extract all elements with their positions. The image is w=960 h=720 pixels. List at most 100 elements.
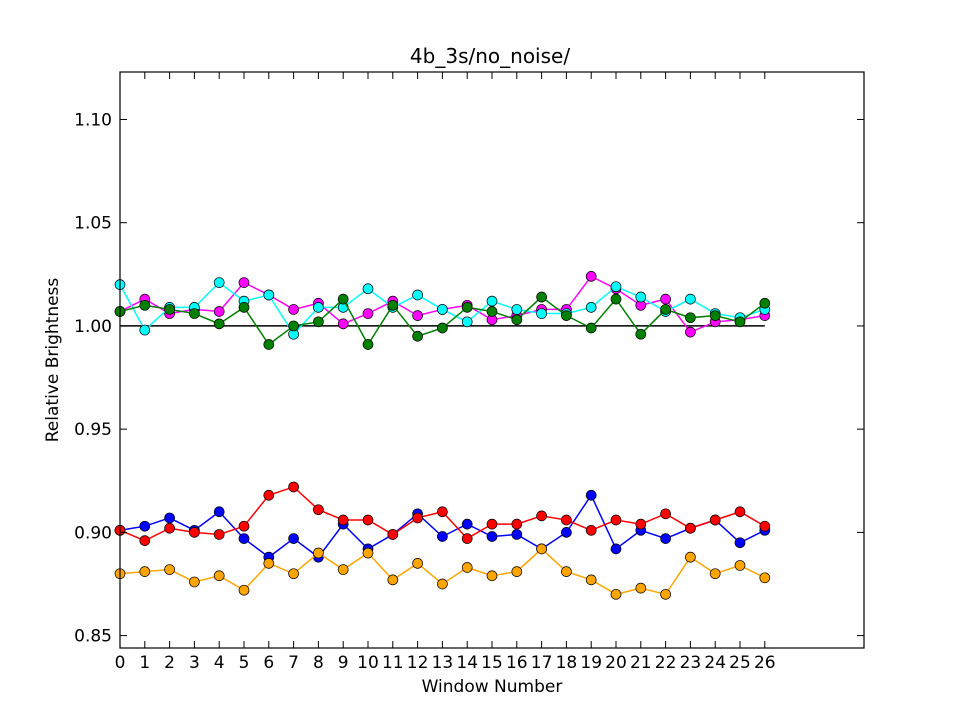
x-tick-label: 23 [680,653,702,673]
data-point [511,518,523,530]
data-point [387,529,399,540]
data-point [635,518,647,530]
data-point [288,481,299,493]
data-point [635,582,647,594]
x-tick-label: 26 [754,653,776,673]
x-tick-label: 3 [189,653,200,673]
x-tick-label: 1 [139,653,150,673]
x-tick-label: 18 [556,653,578,673]
series-4 [114,481,771,546]
data-point [263,289,275,301]
data-point [139,535,151,546]
data-point [288,320,299,332]
data-point [313,316,324,328]
x-tick-label: 2 [164,653,175,673]
x-tick-label: 10 [357,653,379,673]
data-point [412,330,423,342]
x-axis-label: Window Number [422,677,563,697]
data-point [238,302,250,313]
data-point [734,560,746,571]
data-point [164,512,175,524]
data-point [685,551,696,563]
data-point [387,299,399,311]
data-point [139,299,151,311]
data-point [387,574,399,586]
x-tick-label: 8 [313,653,324,673]
x-tick-label: 13 [432,653,454,673]
data-point [189,576,200,588]
data-point [139,566,151,577]
y-tick-label: 1.10 [74,110,112,130]
data-point [362,308,374,319]
x-tick-label: 14 [456,653,478,673]
x-tick-label: 11 [382,653,404,673]
data-point [461,533,473,544]
data-point [759,572,771,584]
data-point [288,304,299,315]
x-tick-label: 5 [239,653,250,673]
data-point [288,533,299,544]
data-point [561,514,572,526]
data-point [511,566,523,577]
data-point [263,339,275,350]
data-point [660,588,671,600]
data-point [337,564,349,575]
plot-area [114,271,771,600]
data-point [610,588,622,600]
y-tick-label: 1.05 [74,214,112,234]
data-point [709,568,721,580]
data-point [536,291,547,303]
data-point [164,522,175,534]
data-point [585,322,597,334]
data-point [709,310,721,321]
x-tick-label: 4 [214,653,225,673]
data-point [536,510,547,522]
data-point [313,302,324,313]
data-point [263,489,275,501]
data-point [437,304,448,315]
x-tick-label: 19 [580,653,602,673]
x-tick-label: 7 [288,653,299,673]
data-point [238,533,250,544]
data-point [585,302,597,313]
data-point [213,318,225,330]
data-point [213,529,225,540]
data-point [139,520,151,532]
data-point [536,543,547,555]
data-point [213,570,225,582]
y-tick-label: 1.00 [74,317,112,337]
data-point [585,574,597,586]
data-point [734,506,746,518]
chart-title: 4b_3s/no_noise/ [410,44,570,68]
data-point [561,527,572,538]
y-tick-label: 0.95 [74,420,112,440]
data-point [213,306,225,317]
data-point [238,584,250,596]
data-point [610,514,622,526]
series-1 [114,277,771,340]
data-point [610,281,622,293]
data-point [660,304,671,315]
data-point [437,578,448,590]
data-point [486,531,498,542]
data-point [313,547,324,559]
data-point [337,514,349,526]
data-point [213,277,225,288]
data-point [685,293,696,305]
data-point [660,293,671,305]
data-point [561,310,572,321]
data-point [759,520,771,532]
data-point [536,308,547,319]
data-point [362,514,374,526]
data-point [313,504,324,516]
data-point [486,518,498,530]
x-tick-label: 12 [407,653,429,673]
y-tick-label: 0.90 [74,523,112,543]
data-point [362,283,374,295]
x-tick-label: 21 [630,653,652,673]
data-point [486,306,498,317]
data-point [164,564,175,575]
data-point [734,537,746,549]
